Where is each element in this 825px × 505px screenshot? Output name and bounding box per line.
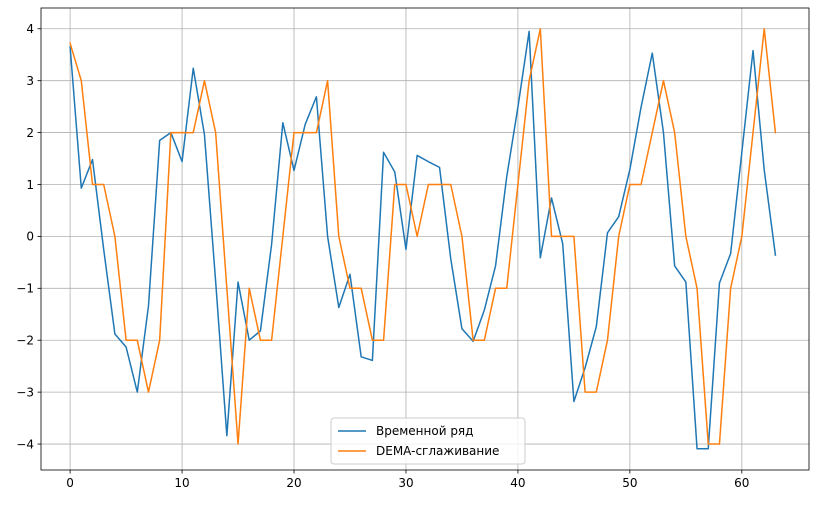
y-tick-label: −3 xyxy=(16,385,34,399)
series-layer xyxy=(69,28,777,450)
x-tick-label: 60 xyxy=(734,476,749,490)
axis-ticks: 0 10 20 30 40 50 60 −4 −3 −2 −1 0 1 2 3 4 xyxy=(16,22,749,490)
x-tick-label: 0 xyxy=(66,476,74,490)
y-tick-label: 1 xyxy=(26,178,34,192)
y-tick-label: −1 xyxy=(16,282,34,296)
y-tick-label: 0 xyxy=(26,230,34,244)
y-tick-label: 4 xyxy=(26,22,34,36)
y-tick-label: 2 xyxy=(26,126,34,140)
series-line-0 xyxy=(69,30,777,450)
x-tick-label: 50 xyxy=(622,476,637,490)
y-tick-label: −2 xyxy=(16,334,34,348)
legend-label-series-0: Временной ряд xyxy=(376,424,473,438)
legend-box xyxy=(330,417,526,465)
y-tick-label: −4 xyxy=(16,437,34,451)
x-tick-label: 30 xyxy=(398,476,413,490)
plot-frame xyxy=(40,7,810,471)
x-tick-label: 10 xyxy=(174,476,189,490)
legend: Временной ряд DEMA-сглаживание xyxy=(330,417,526,465)
series-line-1 xyxy=(69,28,777,445)
plot-area xyxy=(41,8,809,470)
y-tick-label: 3 xyxy=(26,74,34,88)
x-tick-label: 20 xyxy=(286,476,301,490)
legend-label-series-1: DEMA-сглаживание xyxy=(376,444,499,458)
x-tick-label: 40 xyxy=(510,476,525,490)
